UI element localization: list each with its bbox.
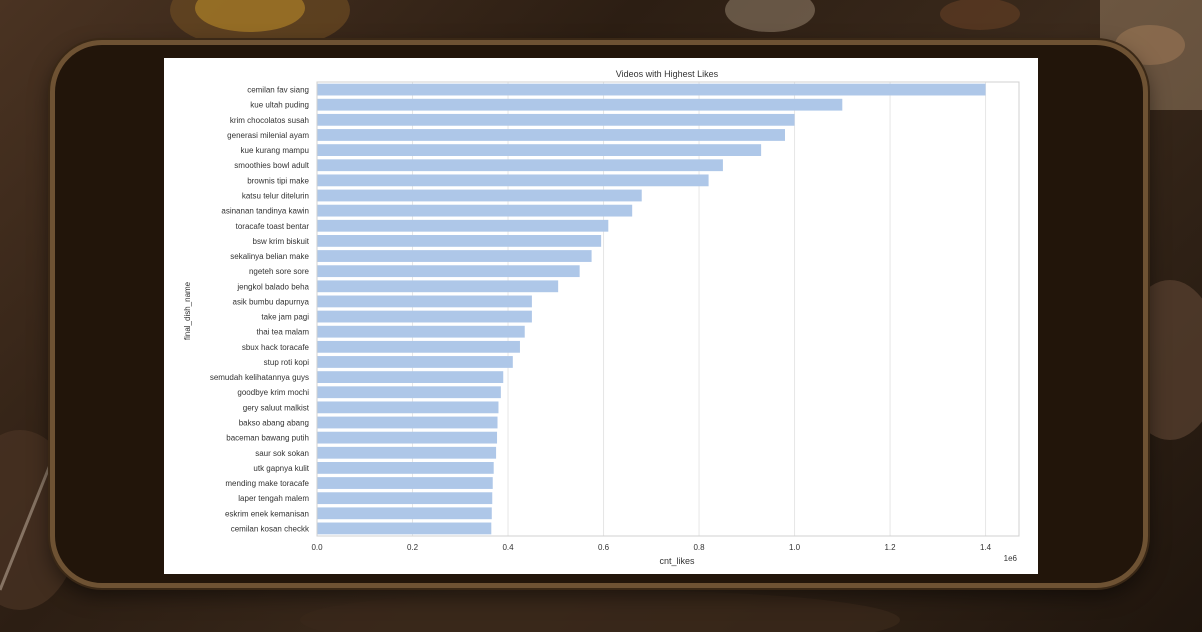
bar (317, 340, 520, 353)
category-label: krim chocolatos susah (230, 116, 309, 125)
category-label: goodbye krim mochi (237, 388, 309, 397)
category-label: jengkol balado beha (236, 282, 309, 291)
category-label: katsu telur ditelurin (242, 192, 309, 201)
category-label: generasi milenial ayam (227, 131, 309, 140)
category-labels: cemilan fav siang kue ultah puding krim ch… (210, 86, 310, 534)
category-label: baceman bawang putih (226, 434, 309, 443)
category-label: ngeteh sore sore (249, 267, 310, 276)
category-label: cemilan fav siang (247, 86, 309, 95)
x-tick-label: 0.4 (502, 543, 514, 552)
bar (317, 250, 592, 262)
category-label: sekalinya belian make (230, 252, 309, 261)
x-tick-label: 1.2 (884, 543, 896, 552)
bar (317, 219, 609, 232)
category-label: bakso abang abang (239, 419, 309, 428)
category-label: mending make toracafe (225, 479, 309, 488)
bar (317, 325, 525, 338)
category-label: toracafe toast bentar (236, 222, 310, 231)
bar (317, 401, 499, 414)
bar-chart: cemilan fav siang kue ultah puding krim ch… (183, 69, 1020, 566)
x-tick-label: 1.4 (980, 543, 992, 552)
y-axis-label: final_dish_name (183, 281, 192, 340)
bar (317, 310, 532, 323)
category-label: brownis tipi make (247, 176, 309, 185)
category-label: take jam pagi (261, 313, 309, 322)
x-tick-label: 0.6 (598, 543, 610, 552)
bar (317, 234, 602, 247)
bar (317, 159, 723, 172)
bar (317, 83, 986, 96)
plot-area-border (316, 81, 1020, 537)
category-label: utk gapnya kulit (253, 464, 309, 473)
bar (317, 477, 493, 489)
bar (317, 144, 762, 157)
chart-card: cemilan fav siang kue ultah puding krim ch… (164, 58, 1038, 574)
category-label: stup roti kopi (264, 358, 310, 367)
category-label: laper tengah malem (238, 494, 309, 503)
chart-title: Videos with Highest Likes (616, 69, 719, 79)
bar (317, 265, 580, 278)
bar (317, 371, 504, 384)
category-label: asik bumbu dapurnya (233, 297, 310, 306)
category-label: eskrim enek kemanisan (225, 509, 309, 518)
category-label: thai tea malam (257, 328, 310, 337)
bar (317, 98, 843, 111)
bar (317, 356, 513, 368)
bar (317, 295, 532, 308)
bar (317, 189, 642, 202)
bar (317, 204, 633, 217)
bar (317, 446, 497, 459)
bars (317, 83, 986, 535)
category-label: cemilan kosan checkk (231, 524, 310, 533)
category-label: asinanan tandinya kawin (221, 207, 309, 216)
x-tick-labels: 0.0 0.2 0.4 0.6 0.8 1.0 1.2 1.4 (311, 543, 991, 552)
bar (317, 492, 493, 505)
category-label: kue kurang mampu (241, 146, 309, 155)
x-tick-label: 0.2 (407, 543, 419, 552)
category-label: saur sok sokan (255, 449, 309, 458)
x-tick-label: 0.8 (693, 543, 705, 552)
x-axis-label: cnt_likes (659, 556, 695, 566)
category-label: smoothies bowl adult (234, 161, 309, 170)
x-tick-label: 1.0 (789, 543, 801, 552)
category-label: kue ultah puding (250, 101, 309, 110)
x-axis-offset-label: 1e6 (1004, 554, 1018, 563)
bar (317, 129, 785, 141)
category-label: semudah kelihatannya guys (210, 373, 309, 382)
bar (317, 174, 709, 187)
bar (317, 507, 492, 520)
bar (317, 431, 498, 444)
category-label: bsw krim biskuit (253, 237, 310, 246)
bar (317, 280, 559, 293)
bar (317, 416, 498, 429)
bar (317, 113, 795, 126)
bar (317, 461, 494, 474)
category-label: sbux hack toracafe (242, 343, 310, 352)
category-label: gery saluut malkist (243, 403, 310, 412)
x-tick-label: 0.0 (311, 543, 323, 552)
bar (317, 522, 492, 535)
bar (317, 386, 501, 399)
